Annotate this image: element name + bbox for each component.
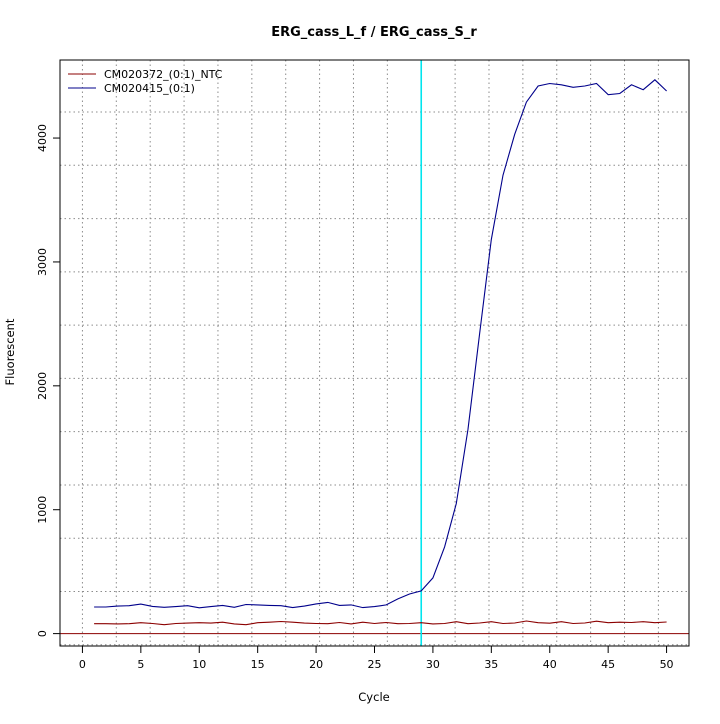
chart-title: ERG_cass_L_f / ERG_cass_S_r	[271, 25, 477, 40]
y-tick-label: 1000	[36, 496, 49, 524]
x-tick-label: 15	[251, 658, 265, 671]
x-tick-label: 30	[426, 658, 440, 671]
y-tick-label: 3000	[36, 248, 49, 276]
x-tick-label: 20	[309, 658, 323, 671]
series-line-0	[94, 620, 667, 626]
x-axis: 0 5 10 15 20 25 30 35 40 45 50	[79, 645, 674, 671]
x-tick-label: 0	[79, 658, 86, 671]
x-tick-label: 50	[660, 658, 674, 671]
grid-lines	[60, 60, 689, 646]
x-tick-label: 45	[601, 658, 615, 671]
legend-label-1: CM020415_(0:1)	[104, 82, 195, 95]
series-lines	[94, 79, 667, 626]
y-tick-label: 0	[36, 630, 49, 637]
plot-frame	[59, 59, 690, 647]
x-tick-label: 25	[368, 658, 382, 671]
x-tick-label: 10	[192, 658, 206, 671]
legend-label-0: CM020372_(0:1)_NTC	[104, 68, 223, 81]
series-line-1	[94, 79, 667, 609]
x-tick-label: 35	[484, 658, 498, 671]
x-axis-label: Cycle	[358, 690, 389, 704]
y-tick-label: 2000	[36, 372, 49, 400]
x-tick-label: 40	[543, 658, 557, 671]
x-tick-label: 5	[137, 658, 144, 671]
y-axis: 0 1000 2000 3000 4000	[36, 124, 61, 637]
y-axis-label: Fluorescent	[3, 318, 17, 385]
y-tick-label: 4000	[36, 124, 49, 152]
